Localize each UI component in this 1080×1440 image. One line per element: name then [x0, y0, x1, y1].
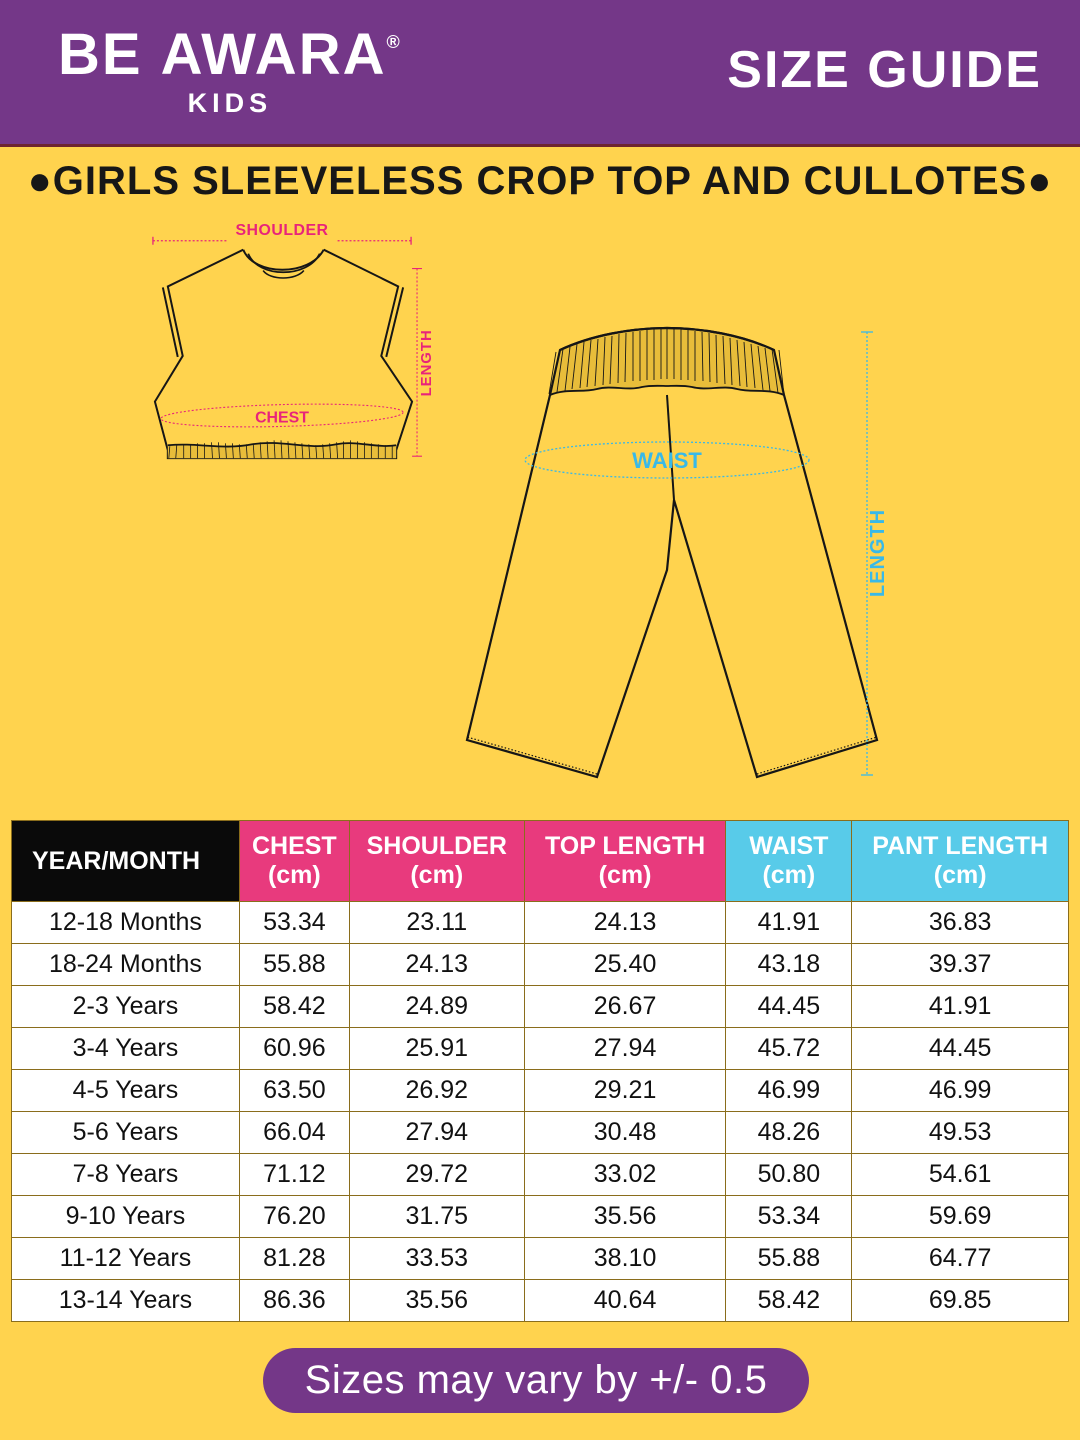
svg-text:WAIST: WAIST — [632, 448, 702, 473]
svg-text:LENGTH: LENGTH — [419, 329, 435, 396]
svg-text:SHOULDER: SHOULDER — [235, 222, 328, 239]
svg-text:LENGTH: LENGTH — [867, 509, 889, 597]
svg-text:CHEST: CHEST — [255, 409, 309, 426]
